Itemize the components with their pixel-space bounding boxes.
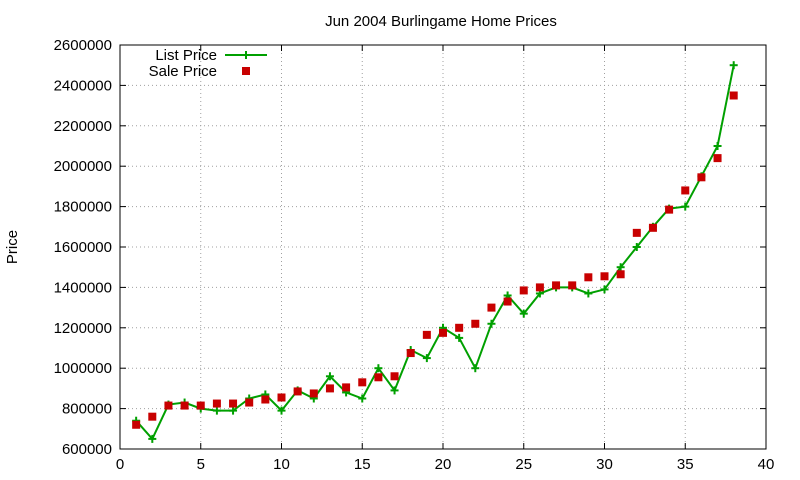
sale-price-point — [600, 272, 609, 281]
list-price-point — [358, 394, 367, 403]
list-price-point — [212, 406, 221, 415]
list-price-point — [390, 386, 399, 395]
list-price-point — [632, 243, 641, 251]
sale-price-point — [358, 378, 367, 387]
series-layer — [132, 61, 738, 443]
sale-price-point — [681, 186, 690, 195]
sale-price-point — [293, 387, 302, 396]
axis-ticks — [119, 44, 767, 450]
sale-price-point — [584, 273, 593, 282]
y-tick-label: 600000 — [62, 441, 112, 458]
list-price-point — [277, 406, 286, 415]
y-tick-label: 1600000 — [54, 239, 112, 256]
sale-price-point — [261, 395, 270, 404]
sale-price-point — [229, 399, 238, 408]
sale-price-point — [487, 303, 496, 312]
list-price-point — [422, 354, 431, 363]
x-tick-label: 5 — [197, 456, 205, 473]
sale-price-point — [148, 412, 157, 421]
list-price-point — [374, 364, 383, 373]
sale-price-point — [406, 349, 415, 358]
sale-price-point — [455, 323, 464, 332]
list-price-point — [487, 319, 496, 328]
tick-labels: 0 5 10 15 20 25 30 35 40 600000 800000 1000000 12000… — [54, 37, 775, 473]
list-price-point — [600, 285, 609, 294]
legend-marker-list-price — [242, 51, 250, 59]
sale-price-point — [277, 393, 286, 402]
plot-frame — [119, 44, 767, 450]
sale-price-point — [697, 173, 706, 182]
y-tick-label: 2600000 — [54, 37, 112, 54]
sale-price-point — [632, 228, 641, 237]
x-tick-label: 35 — [677, 456, 694, 473]
x-tick-label: 25 — [515, 456, 532, 473]
y-tick-label: 2200000 — [54, 118, 112, 135]
y-tick-label: 2000000 — [54, 158, 112, 175]
y-tick-label: 1400000 — [54, 279, 112, 296]
sale-price-point — [180, 401, 189, 410]
sale-price-point — [374, 373, 383, 382]
sale-price-point — [535, 283, 544, 292]
list-price-point — [616, 263, 625, 272]
sale-price-point — [503, 297, 512, 306]
x-tick-label: 20 — [435, 456, 452, 473]
x-tick-label: 40 — [758, 456, 775, 473]
legend-label-list-price: List Price — [155, 47, 217, 64]
sale-price-point — [342, 383, 351, 392]
sale-price-point — [132, 420, 141, 429]
sale-price-point — [648, 223, 657, 232]
list-price-point — [229, 406, 238, 415]
sale-price-point — [713, 154, 722, 163]
sale-price-point — [568, 281, 577, 290]
sale-price-point — [325, 384, 334, 393]
x-tick-label: 30 — [596, 456, 613, 473]
y-tick-label: 1800000 — [54, 199, 112, 216]
sale-price-point — [519, 286, 528, 295]
x-tick-label: 15 — [354, 456, 371, 473]
y-tick-label: 800000 — [62, 401, 112, 418]
x-tick-label: 10 — [273, 456, 290, 473]
y-tick-label: 1200000 — [54, 320, 112, 337]
y-tick-label: 2400000 — [54, 77, 112, 94]
sale-price-point — [212, 399, 221, 408]
sale-price-point — [439, 328, 447, 337]
list-price-point — [325, 372, 334, 381]
list-price-point — [713, 142, 722, 150]
y-tick-label: 1000000 — [54, 360, 112, 377]
legend-marker-sale-price — [242, 67, 250, 75]
list-price-point — [148, 434, 157, 443]
list-price-point — [584, 289, 593, 298]
sale-price-point — [552, 281, 561, 290]
legend-plus-mark — [242, 51, 250, 59]
sale-price-point — [665, 205, 674, 214]
sale-price-point — [245, 398, 254, 407]
sale-price-point — [422, 330, 431, 339]
x-tick-label: 0 — [116, 456, 124, 473]
legend-label-sale-price: Sale Price — [149, 63, 217, 80]
sale-price-point — [309, 389, 318, 398]
y-axis-label: Price — [4, 230, 21, 264]
grid — [120, 45, 766, 449]
list-price-point — [471, 364, 480, 373]
list-price-point — [455, 333, 464, 342]
sale-price-point — [390, 372, 399, 381]
sale-price-point — [164, 401, 173, 410]
sale-price-point — [616, 270, 625, 279]
list-price-point — [729, 61, 738, 70]
legend: List Price Sale Price — [149, 47, 267, 80]
sale-price-point — [196, 401, 205, 410]
list-price-point — [519, 309, 528, 318]
sale-price-point — [729, 91, 738, 100]
chart-title: Jun 2004 Burlingame Home Prices — [325, 13, 557, 30]
series-line-list-price — [135, 65, 735, 441]
sale-price-point — [471, 319, 480, 328]
list-price-point — [681, 202, 690, 211]
